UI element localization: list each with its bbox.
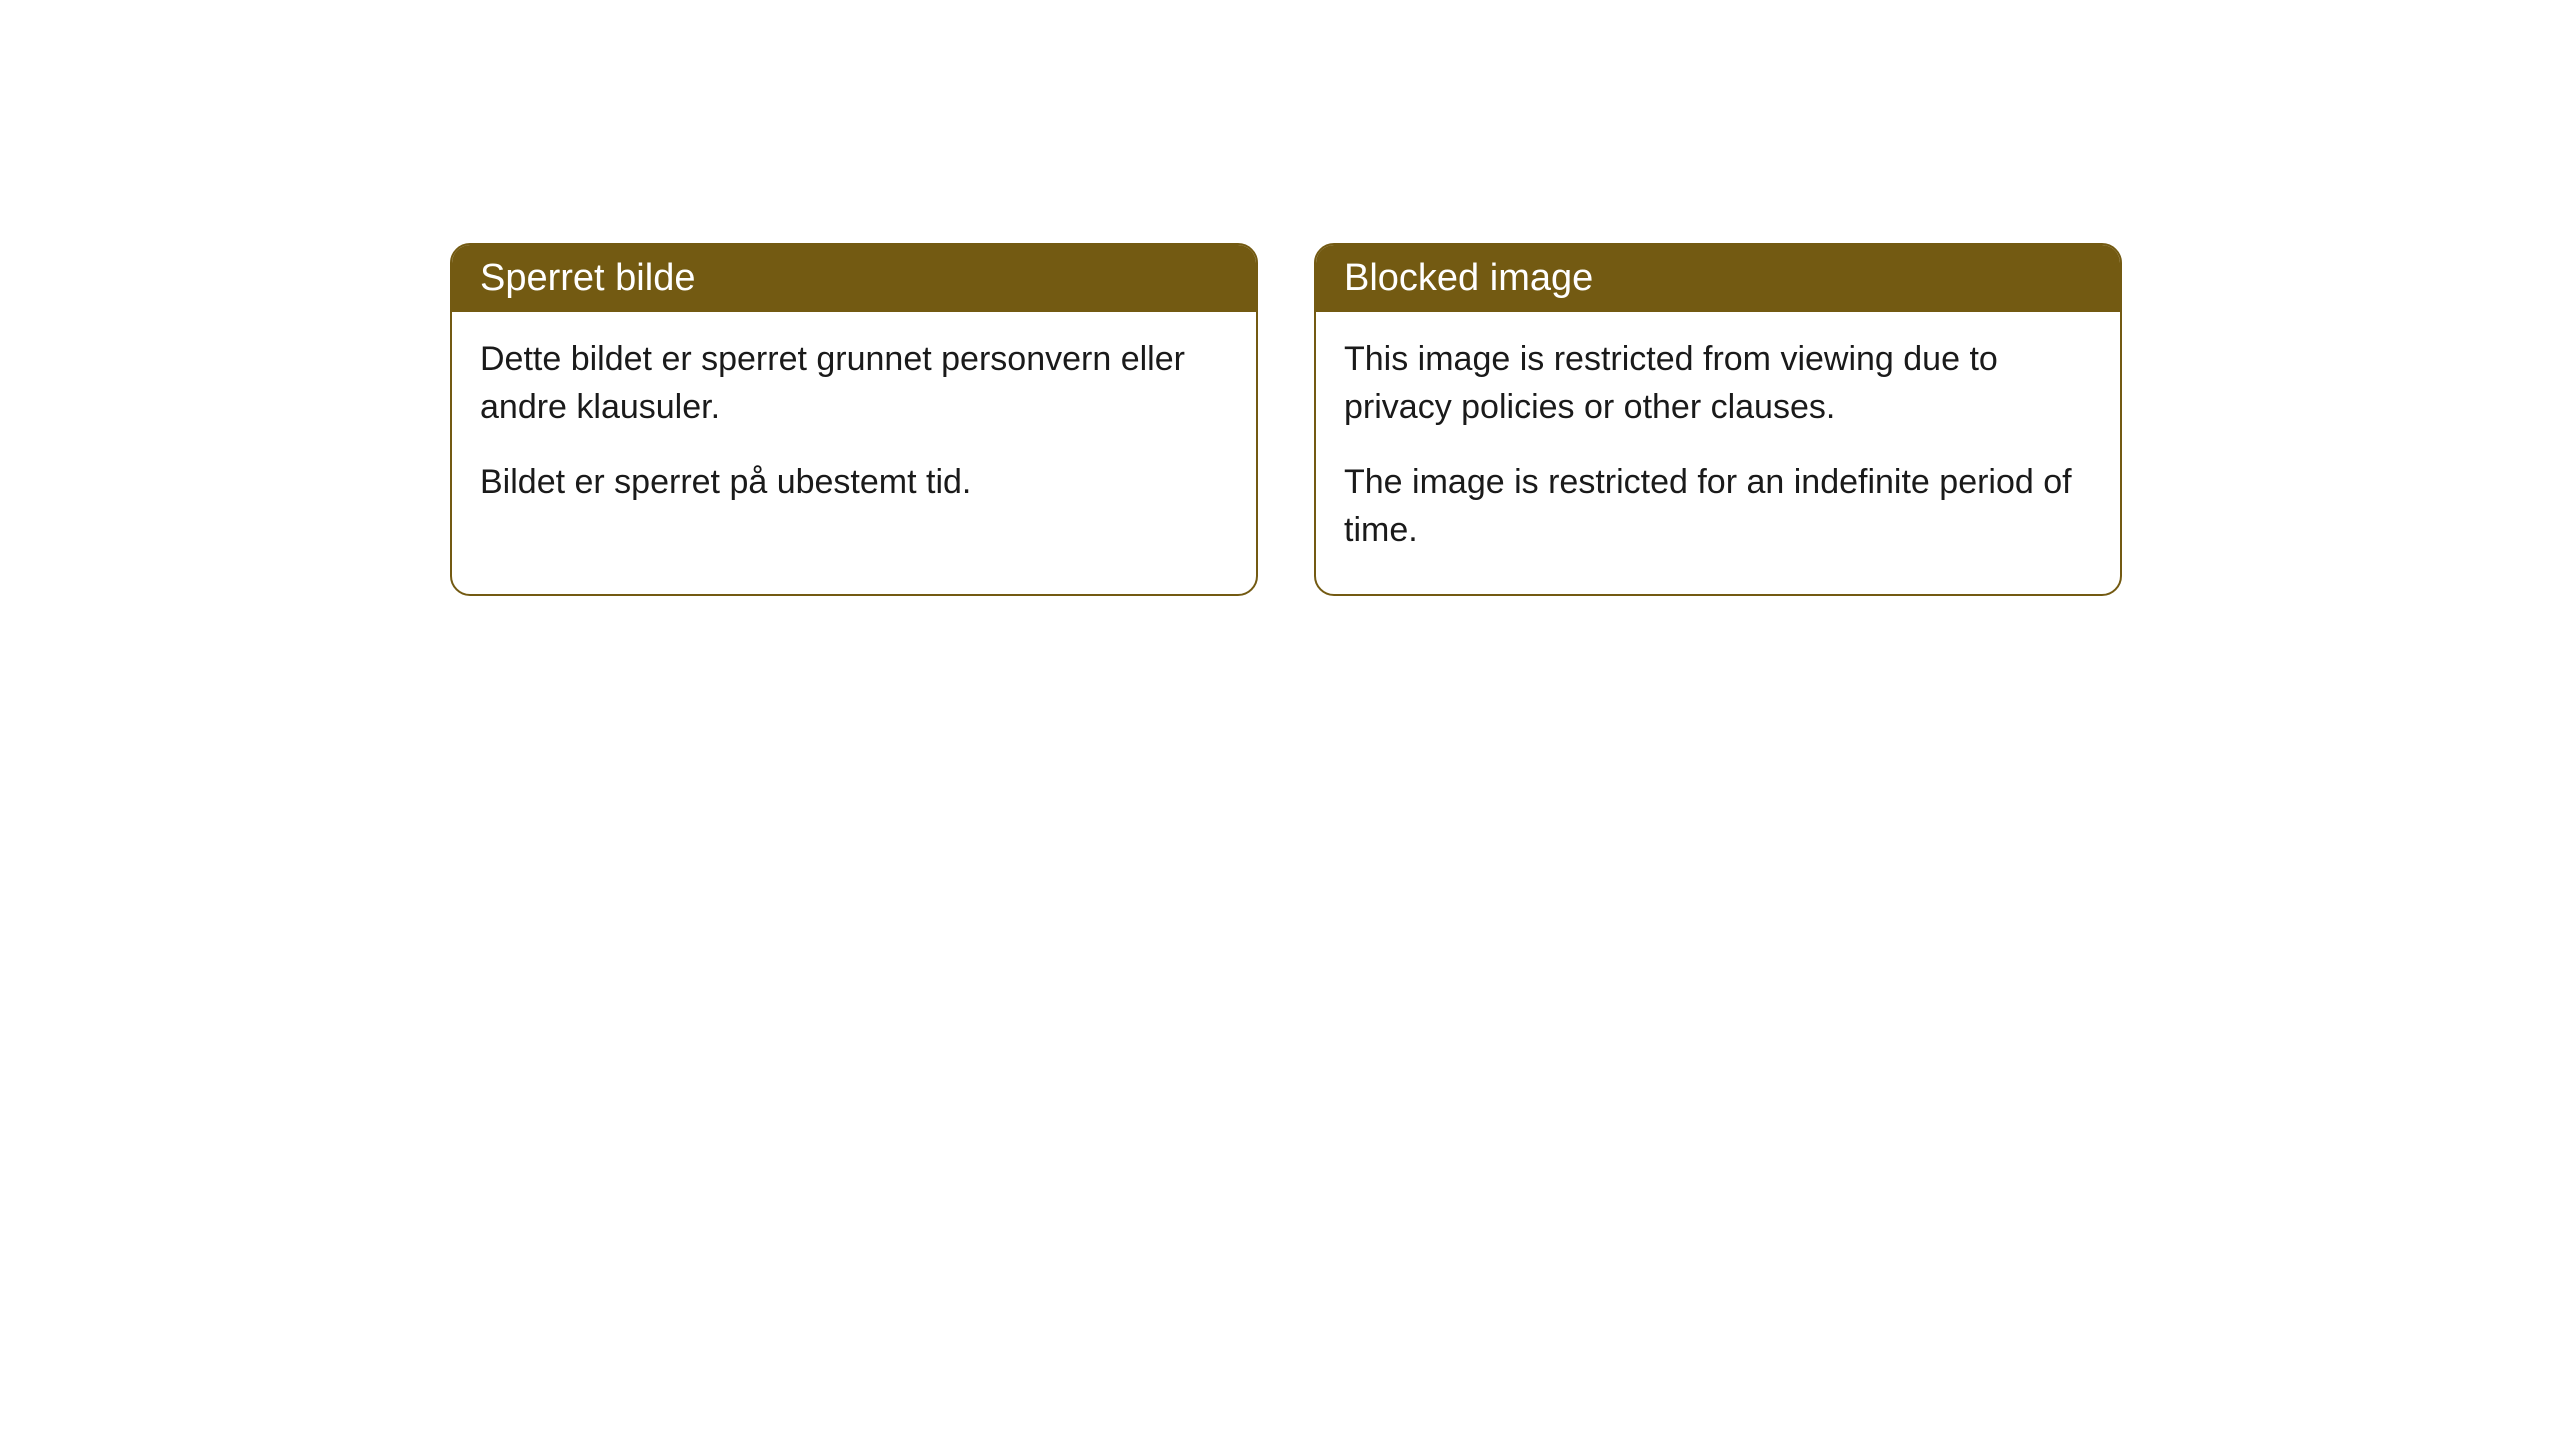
card-paragraph: This image is restricted from viewing du… bbox=[1344, 336, 2092, 431]
card-title: Sperret bilde bbox=[480, 257, 695, 299]
card-paragraph: Dette bildet er sperret grunnet personve… bbox=[480, 336, 1228, 431]
card-header: Sperret bilde bbox=[452, 245, 1256, 312]
card-body: This image is restricted from viewing du… bbox=[1316, 312, 2120, 594]
card-body: Dette bildet er sperret grunnet personve… bbox=[452, 312, 1256, 547]
card-paragraph: Bildet er sperret på ubestemt tid. bbox=[480, 459, 1228, 507]
card-title: Blocked image bbox=[1344, 257, 1593, 299]
blocked-image-card-norwegian: Sperret bilde Dette bildet er sperret gr… bbox=[450, 243, 1258, 596]
card-paragraph: The image is restricted for an indefinit… bbox=[1344, 459, 2092, 554]
card-header: Blocked image bbox=[1316, 245, 2120, 312]
cards-container: Sperret bilde Dette bildet er sperret gr… bbox=[450, 243, 2122, 596]
blocked-image-card-english: Blocked image This image is restricted f… bbox=[1314, 243, 2122, 596]
